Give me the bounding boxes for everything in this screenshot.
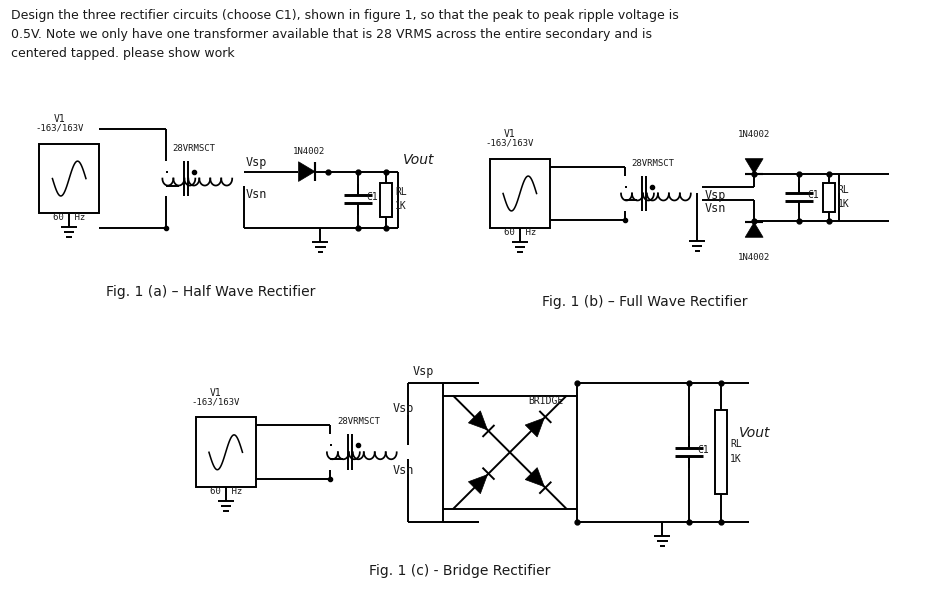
Text: Vsp: Vsp	[392, 403, 413, 416]
Polygon shape	[299, 162, 315, 181]
Text: 28VRMSCT: 28VRMSCT	[337, 418, 380, 426]
Polygon shape	[746, 222, 763, 237]
Text: 1N4002: 1N4002	[738, 253, 771, 262]
Text: -163/163V: -163/163V	[35, 124, 83, 133]
Text: RL: RL	[838, 184, 850, 195]
Text: V1: V1	[504, 129, 516, 139]
Bar	[490, 159, 549, 228]
Text: V1: V1	[210, 388, 222, 398]
Text: Fig. 1 (b) – Full Wave Rectifier: Fig. 1 (b) – Full Wave Rectifier	[542, 295, 747, 309]
Text: 60  Hz: 60 Hz	[53, 213, 85, 222]
Text: 1K: 1K	[838, 199, 850, 210]
Polygon shape	[468, 411, 487, 430]
Text: Vout: Vout	[403, 153, 435, 167]
Bar	[196, 418, 255, 487]
Bar	[823, 183, 835, 212]
Text: RL: RL	[395, 186, 407, 196]
Bar	[380, 183, 392, 217]
Text: Vsp: Vsp	[246, 156, 267, 168]
Text: 1K: 1K	[395, 201, 407, 211]
Text: RL: RL	[730, 439, 742, 449]
Polygon shape	[746, 159, 763, 174]
Bar	[715, 410, 727, 494]
Text: BRIDGE: BRIDGE	[528, 395, 563, 406]
Text: 60  Hz: 60 Hz	[504, 228, 536, 237]
Text: 1N4002: 1N4002	[293, 147, 326, 156]
Polygon shape	[525, 418, 544, 437]
Text: -163/163V: -163/163V	[191, 398, 240, 407]
Text: Vsp: Vsp	[704, 189, 725, 201]
Polygon shape	[468, 474, 487, 494]
Text: Vsp: Vsp	[413, 365, 435, 377]
Text: 28VRMSCT: 28VRMSCT	[172, 144, 216, 153]
Text: -163/163V: -163/163V	[486, 139, 534, 148]
Text: 1N4002: 1N4002	[738, 130, 771, 139]
Text: 28VRMSCT: 28VRMSCT	[631, 159, 674, 168]
Text: Design the three rectifier circuits (choose C1), shown in figure 1, so that the : Design the three rectifier circuits (cho…	[11, 10, 679, 60]
Bar	[39, 144, 99, 213]
Text: C1: C1	[366, 192, 378, 202]
Text: C1: C1	[807, 190, 819, 201]
Text: Fig. 1 (a) – Half Wave Rectifier: Fig. 1 (a) – Half Wave Rectifier	[106, 285, 315, 299]
Text: Vsn: Vsn	[392, 464, 413, 477]
Text: 1K: 1K	[730, 454, 742, 464]
Text: 60  Hz: 60 Hz	[210, 487, 241, 496]
Text: Vsn: Vsn	[704, 202, 725, 216]
Text: V1: V1	[54, 114, 65, 124]
Polygon shape	[525, 468, 544, 486]
Text: Fig. 1 (c) - Bridge Rectifier: Fig. 1 (c) - Bridge Rectifier	[369, 564, 550, 578]
Text: Vout: Vout	[739, 426, 771, 440]
Text: Vsn: Vsn	[246, 187, 267, 201]
Bar	[443, 395, 576, 509]
Text: C1: C1	[697, 445, 709, 455]
